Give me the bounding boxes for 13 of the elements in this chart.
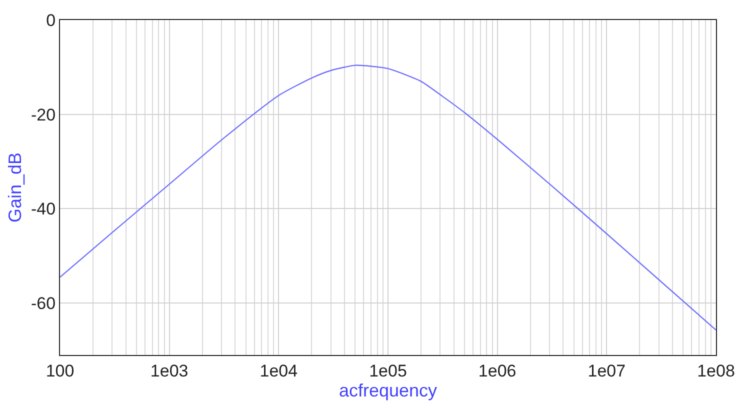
x-tick-label: 1e06 (478, 361, 516, 380)
y-tick-label: -60 (31, 294, 56, 314)
y-axis-title: Gain_dB (5, 152, 26, 223)
x-tick-label: 1e08 (697, 361, 735, 380)
y-tick-label: -20 (31, 105, 56, 124)
x-tick-label: 100 (46, 361, 74, 380)
y-tick-label: 0 (46, 10, 56, 30)
y-tick-label: -40 (31, 200, 56, 219)
x-axis-title: acfrequency (338, 380, 438, 400)
x-tick-label: 1e05 (369, 361, 407, 380)
x-tick-label: 1e07 (588, 361, 626, 380)
x-tick-label: 1e03 (150, 361, 188, 380)
x-tick-label: 1e04 (260, 361, 298, 380)
